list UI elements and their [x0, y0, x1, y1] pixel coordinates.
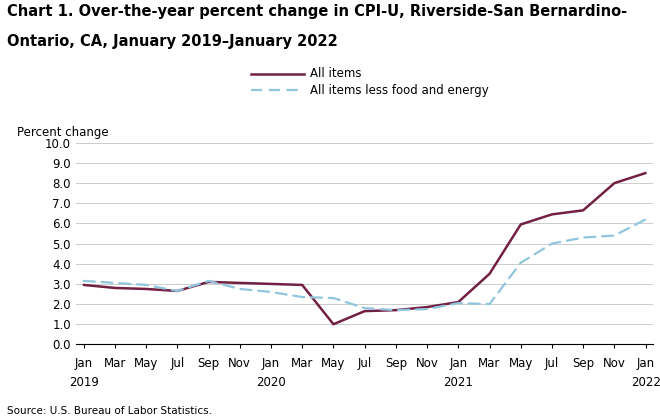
Text: Mar: Mar: [478, 357, 501, 370]
Text: Percent change: Percent change: [16, 126, 108, 139]
Text: Jan: Jan: [75, 357, 93, 370]
Text: 2019: 2019: [69, 376, 98, 389]
Text: Nov: Nov: [228, 357, 251, 370]
Text: Sep: Sep: [197, 357, 220, 370]
Text: 2022: 2022: [631, 376, 660, 389]
Text: Source: U.S. Bureau of Labor Statistics.: Source: U.S. Bureau of Labor Statistics.: [7, 406, 212, 416]
Text: Ontario, CA, January 2019–January 2022: Ontario, CA, January 2019–January 2022: [7, 34, 337, 49]
Text: 2021: 2021: [444, 376, 473, 389]
Text: Jan: Jan: [636, 357, 655, 370]
Text: Nov: Nov: [416, 357, 438, 370]
Text: Jul: Jul: [170, 357, 185, 370]
Text: Nov: Nov: [603, 357, 626, 370]
Text: Jul: Jul: [544, 357, 559, 370]
Text: Mar: Mar: [104, 357, 126, 370]
Text: Sep: Sep: [572, 357, 594, 370]
Text: Sep: Sep: [385, 357, 407, 370]
Text: Mar: Mar: [291, 357, 314, 370]
Text: May: May: [321, 357, 346, 370]
Text: All items: All items: [310, 67, 362, 80]
Text: May: May: [509, 357, 533, 370]
Text: Jan: Jan: [449, 357, 467, 370]
Text: 2020: 2020: [256, 376, 286, 389]
Text: All items less food and energy: All items less food and energy: [310, 84, 489, 97]
Text: Jul: Jul: [358, 357, 372, 370]
Text: Chart 1. Over-the-year percent change in CPI-U, Riverside-San Bernardino-: Chart 1. Over-the-year percent change in…: [7, 4, 627, 19]
Text: May: May: [134, 357, 158, 370]
Text: Jan: Jan: [262, 357, 280, 370]
